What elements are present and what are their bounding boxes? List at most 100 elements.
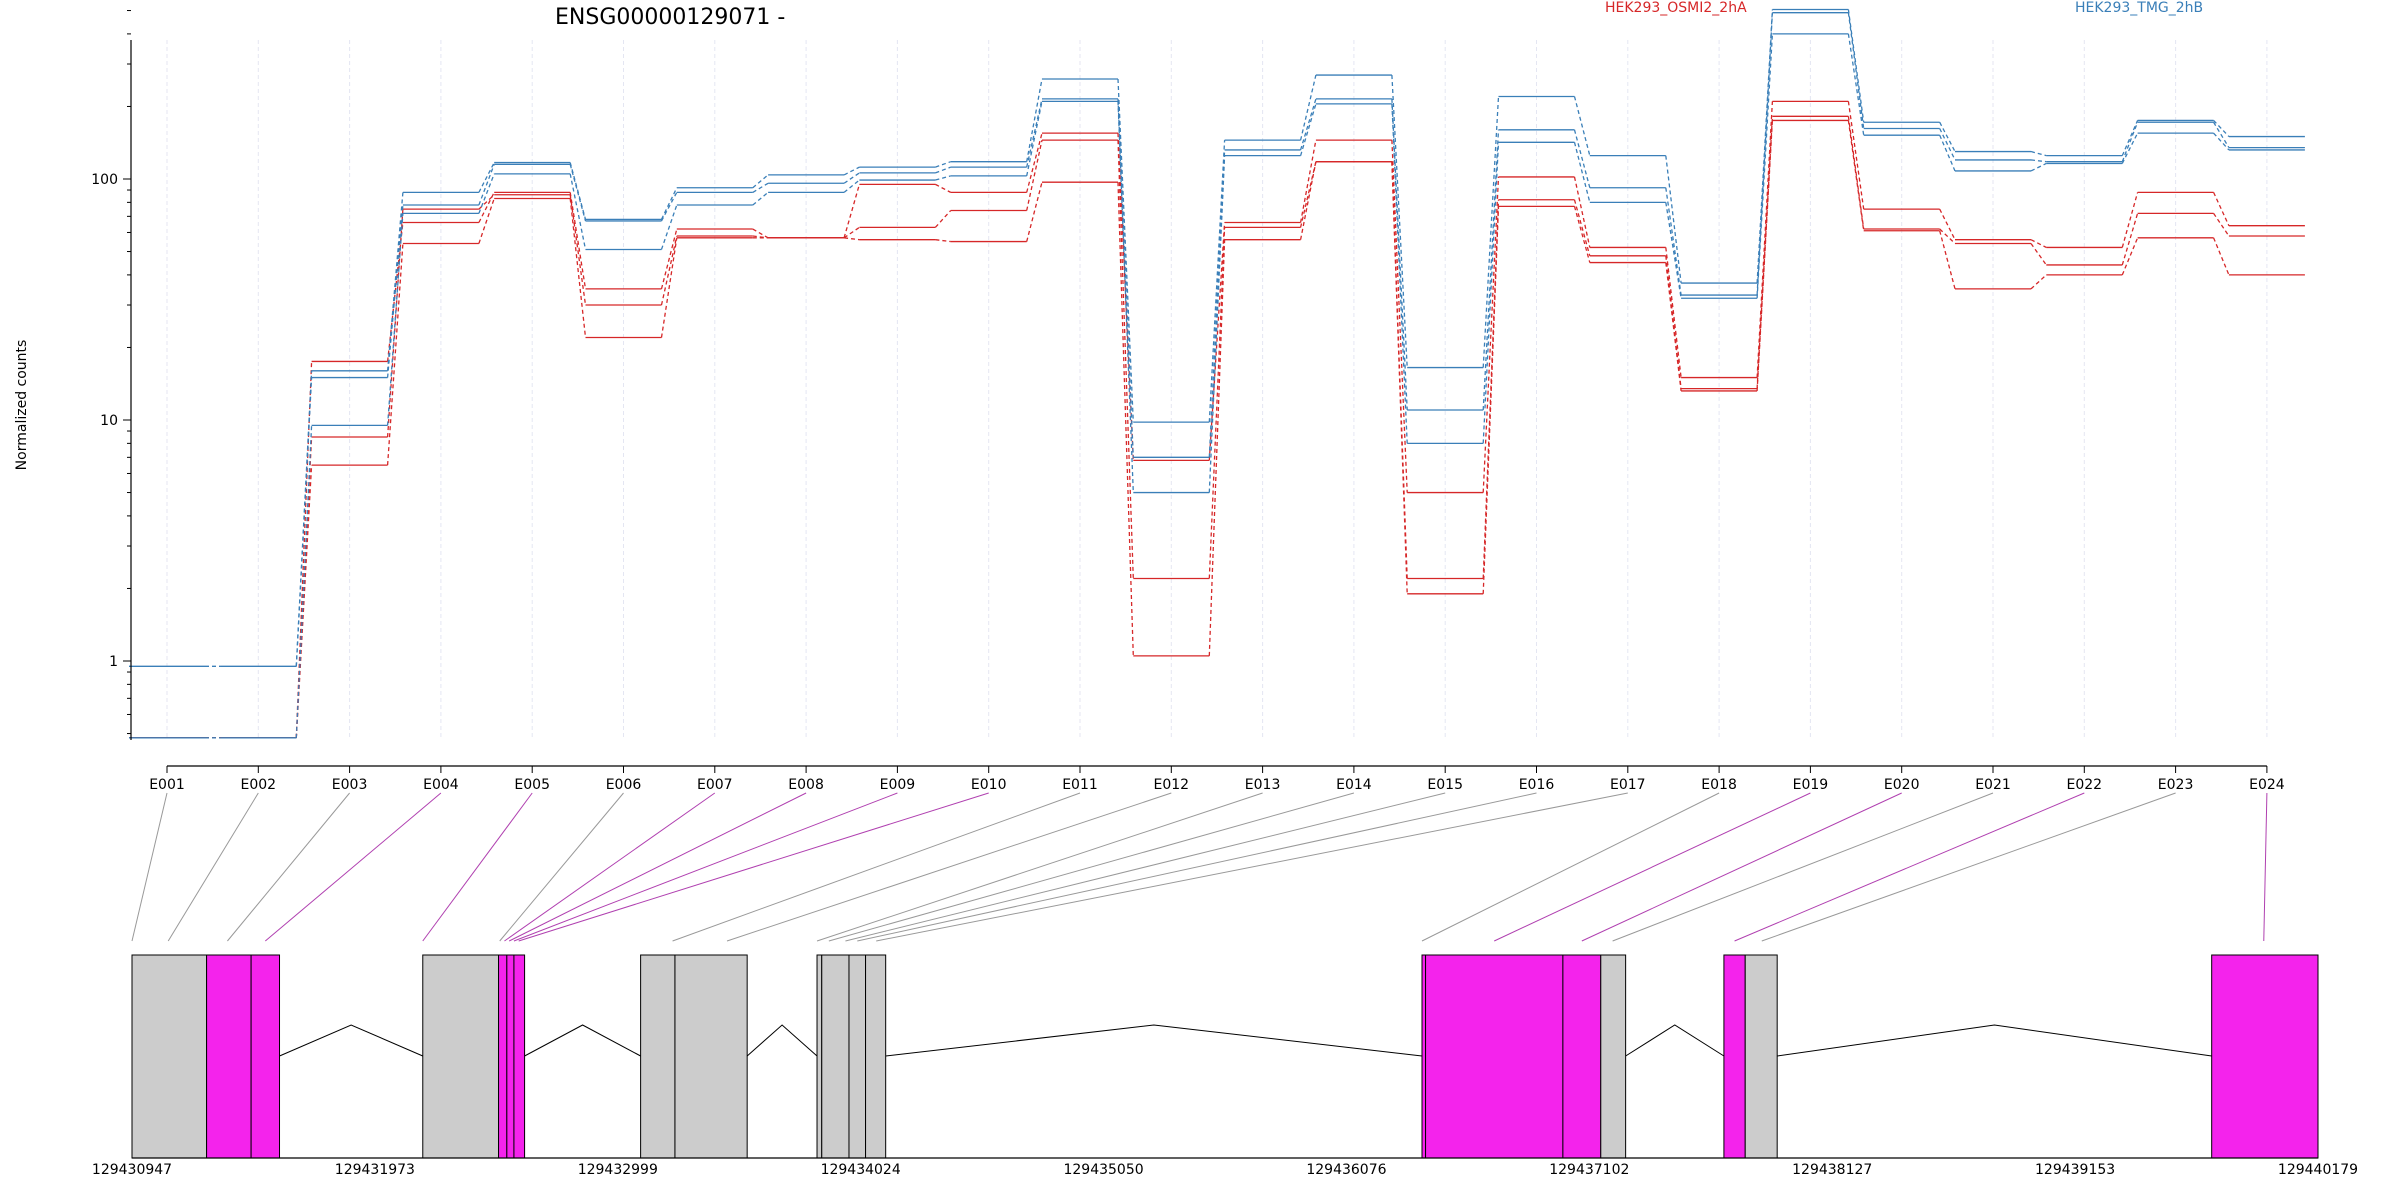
genomic-tick-label: 129437102 <box>1549 1162 1629 1178</box>
exon-E004 <box>422 954 500 1159</box>
connector-E012 <box>726 792 1172 942</box>
genomic-tick-label: 129435050 <box>1063 1162 1143 1178</box>
connector-E015 <box>845 792 1446 942</box>
x-tick-label: E002 <box>241 777 277 793</box>
x-tick-label: E007 <box>697 777 733 793</box>
intron-line <box>524 1024 641 1057</box>
series-connector <box>295 377 313 667</box>
series-connector <box>2030 243 2047 266</box>
connector-E017 <box>876 792 1628 942</box>
series-5 <box>129 33 2305 739</box>
x-tick-label: E005 <box>514 777 550 793</box>
series-connector <box>935 175 951 181</box>
series-connector <box>1117 182 1134 656</box>
genomic-tick-label: 129440179 <box>2278 1162 2358 1178</box>
series-connector <box>2213 192 2230 226</box>
series-connector <box>2213 213 2230 237</box>
plot-series <box>129 8 2305 739</box>
legend-label-osmi2: HEK293_OSMI2_2hA <box>1605 0 1747 16</box>
series-connector <box>386 213 404 426</box>
series-connector <box>1208 149 1226 458</box>
series-connector <box>386 243 404 466</box>
series-connector <box>843 179 860 193</box>
series-connector <box>1573 206 1591 263</box>
series-connector <box>1026 139 1043 211</box>
series-connector <box>1026 132 1043 193</box>
connector-E019 <box>1494 792 1811 942</box>
series-connector <box>752 228 769 239</box>
genomic-tick-label: 129439153 <box>2035 1162 2115 1178</box>
x-tick-label: E012 <box>1154 777 1190 793</box>
series-connector <box>569 194 587 306</box>
series-connector <box>1939 128 1956 161</box>
connector-E024 <box>2263 792 2268 942</box>
series-connector <box>1117 133 1134 461</box>
series-connector <box>1847 12 1865 129</box>
series-connector <box>2213 132 2230 151</box>
gene-model: 129430947 129431973 129432999 129434024 1294… <box>92 954 2358 1178</box>
exon-E006 <box>506 954 515 1159</box>
connector-E020 <box>1581 792 1902 942</box>
series-connector <box>1847 120 1865 231</box>
series-connector <box>1299 161 1317 240</box>
x-tick-label: E015 <box>1427 777 1463 793</box>
series-connector <box>2030 159 2047 163</box>
series-connector <box>1299 98 1317 151</box>
series-connector <box>1939 121 1956 152</box>
x-tick-label: E016 <box>1519 777 1555 793</box>
series-connector <box>1117 78 1134 423</box>
genomic-tick-label: 129432999 <box>578 1162 658 1178</box>
plot-axes: 1 10 100 E001 E002 E003 E004 E005 E006 E007 E008 E0… <box>91 10 2285 793</box>
x-tick-label: E011 <box>1062 777 1098 793</box>
chart-title: ENSG00000129071 - <box>555 5 785 30</box>
series-connector <box>660 228 678 290</box>
series-connector <box>2121 120 2139 156</box>
series-connector <box>660 204 678 250</box>
series-connector <box>386 192 404 371</box>
exon-E009 <box>674 954 748 1159</box>
intron-line <box>279 1024 423 1057</box>
series-connector <box>1299 103 1317 156</box>
series-connector <box>1208 140 1226 423</box>
series-connector <box>1299 161 1317 228</box>
series-connector <box>1391 140 1408 493</box>
connector-E002 <box>167 792 259 942</box>
series-connector <box>844 237 860 241</box>
intron-line <box>746 1024 818 1057</box>
x-tick-label: E024 <box>2249 777 2285 793</box>
exon-E015 <box>1425 954 1564 1159</box>
series-connector <box>1482 206 1500 594</box>
series-connector <box>1391 161 1408 594</box>
x-tick-label: E014 <box>1336 777 1372 793</box>
series-connector <box>934 210 952 228</box>
series-connector <box>386 204 404 378</box>
series-connector <box>1573 199 1591 256</box>
x-tick-label: E001 <box>149 777 185 793</box>
connector-E014 <box>828 792 1355 942</box>
exon-E011 <box>821 954 850 1159</box>
series-connector <box>2030 150 2047 157</box>
exon-E018 <box>1723 954 1746 1159</box>
series-1 <box>129 115 2305 739</box>
series-connector <box>1208 222 1226 461</box>
x-tick-label: E006 <box>606 777 642 793</box>
x-tick-label: E009 <box>880 777 916 793</box>
plot-grid <box>166 40 2268 740</box>
series-connector <box>660 235 678 306</box>
connector-E001 <box>131 792 168 942</box>
connector-E005 <box>422 792 533 942</box>
x-tick-label: E010 <box>971 777 1007 793</box>
series-connector <box>1117 101 1134 493</box>
series-connector <box>843 184 861 239</box>
x-tick-label: E013 <box>1245 777 1281 793</box>
connector-E007 <box>504 792 716 942</box>
x-tick-label: E004 <box>423 777 459 793</box>
series-connector <box>569 164 587 222</box>
series-connector <box>1756 120 1774 391</box>
series-connector <box>1665 255 1682 389</box>
series-connector <box>386 222 404 362</box>
intron-line <box>885 1024 1423 1057</box>
series-connector <box>843 166 860 176</box>
exon-E012 <box>848 954 867 1159</box>
connector-E013 <box>816 792 1263 942</box>
